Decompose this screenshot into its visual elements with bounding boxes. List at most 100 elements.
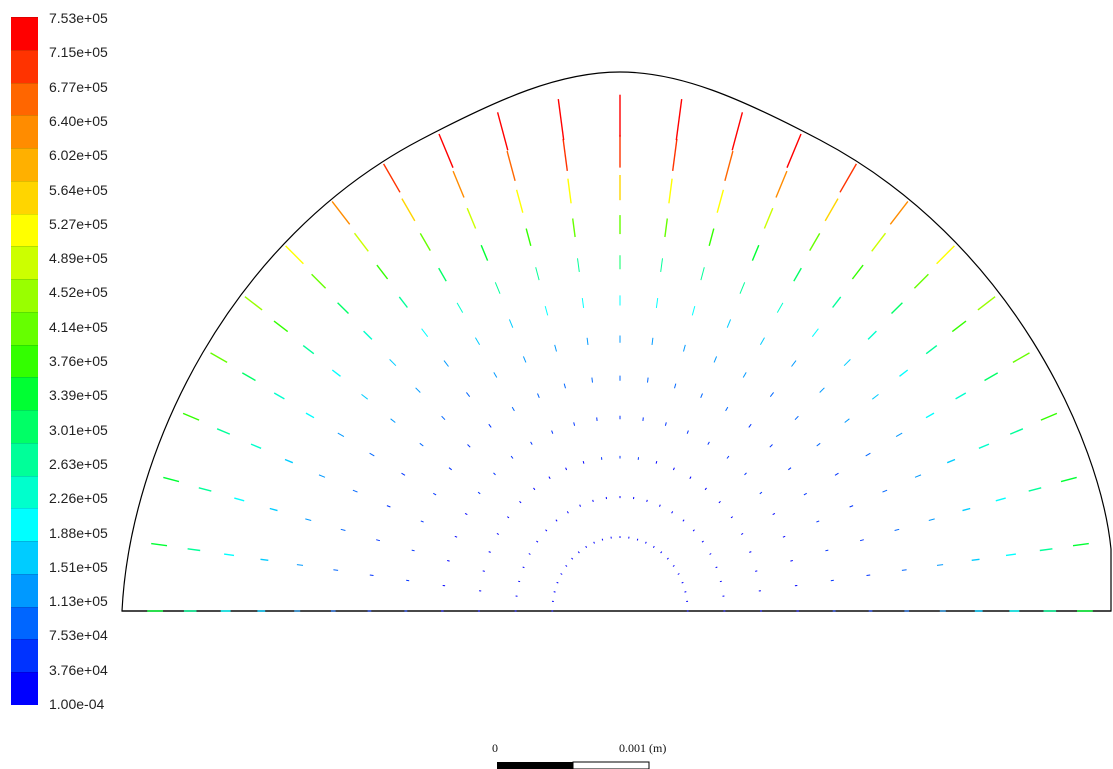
velocity-vector	[744, 472, 747, 476]
velocity-vector	[386, 505, 391, 508]
velocity-vector	[825, 549, 829, 552]
velocity-vector	[562, 138, 568, 171]
domain-boundary-arc	[121, 71, 1112, 612]
velocity-vector	[928, 518, 935, 521]
velocity-vector	[839, 163, 858, 193]
velocity-vector	[452, 170, 465, 198]
velocity-vector	[742, 372, 747, 378]
velocity-vector	[510, 455, 514, 459]
velocity-vector	[659, 504, 661, 507]
velocity-vector	[337, 432, 345, 438]
velocity-vector	[369, 452, 375, 457]
velocity-vector	[456, 302, 464, 313]
velocity-vector	[376, 539, 381, 542]
velocity-vector	[572, 218, 576, 238]
color-legend-swatch	[11, 17, 38, 50]
color-legend-label: 5.27e+05	[49, 215, 108, 232]
velocity-vector	[977, 296, 996, 311]
velocity-vector	[794, 415, 799, 421]
velocity-vector	[793, 267, 802, 282]
velocity-vector	[851, 264, 864, 280]
velocity-vector	[401, 472, 406, 476]
velocity-vector	[438, 133, 454, 168]
velocity-vector	[285, 245, 304, 265]
velocity-vector	[672, 467, 675, 471]
velocity-vector	[740, 532, 744, 535]
velocity-vector	[726, 455, 730, 459]
color-legend-label: 3.76e+04	[49, 661, 108, 678]
velocity-vector	[376, 264, 389, 280]
velocity-vector	[591, 377, 593, 383]
velocity-vector	[708, 228, 715, 246]
velocity-vector	[382, 163, 401, 193]
velocity-vector	[782, 535, 786, 538]
velocity-vector	[867, 330, 877, 340]
color-legend-swatch	[11, 377, 38, 411]
velocity-vector	[565, 467, 568, 471]
velocity-vector	[311, 273, 327, 289]
velocity-vector	[506, 150, 516, 181]
velocity-vector	[772, 512, 776, 516]
velocity-vector	[333, 569, 339, 571]
velocity-vector	[441, 415, 446, 421]
velocity-vector	[731, 112, 744, 151]
velocity-vector	[936, 564, 944, 566]
velocity-vector	[443, 360, 449, 367]
velocity-vector	[675, 99, 683, 141]
velocity-vector	[592, 499, 594, 503]
velocity-vector	[488, 551, 491, 553]
velocity-vector	[466, 392, 471, 398]
velocity-vector	[494, 282, 501, 294]
velocity-vector	[871, 394, 879, 400]
color-legend-label: 1.13e+05	[49, 593, 108, 610]
velocity-vector	[234, 497, 245, 502]
velocity-vector	[571, 557, 574, 560]
velocity-vector	[515, 189, 524, 213]
velocity-vector	[555, 519, 558, 522]
velocity-vector	[971, 558, 980, 561]
color-legend-label: 2.63e+05	[49, 455, 108, 472]
color-legend-label: 6.77e+05	[49, 78, 108, 95]
velocity-vector	[866, 574, 871, 576]
color-legend-swatch	[11, 311, 38, 345]
color-legend-label: 6.40e+05	[49, 112, 108, 129]
velocity-vector	[791, 360, 797, 367]
velocity-vector	[672, 138, 678, 171]
velocity-vector	[421, 328, 429, 338]
velocity-vector	[448, 467, 453, 471]
velocity-vector	[719, 580, 722, 583]
color-legend-label: 7.53e+04	[49, 627, 108, 644]
velocity-vector	[554, 344, 557, 352]
velocity-vector	[914, 474, 922, 478]
velocity-vector	[556, 581, 559, 584]
velocity-vector	[536, 540, 539, 543]
velocity-vector	[284, 458, 294, 464]
velocity-vector	[995, 497, 1006, 502]
velocity-vector	[689, 476, 692, 480]
velocity-vector	[824, 198, 839, 222]
velocity-vector	[273, 392, 285, 400]
velocity-vector	[759, 491, 763, 495]
velocity-vector	[636, 538, 639, 541]
color-legend	[11, 17, 38, 705]
velocity-vector	[755, 570, 758, 572]
velocity-vector	[871, 232, 887, 252]
velocity-vector	[816, 442, 821, 447]
velocity-vector	[1060, 476, 1077, 483]
velocity-vector	[352, 489, 358, 493]
velocity-vector	[891, 302, 903, 314]
velocity-vector	[716, 189, 725, 213]
velocity-vector	[769, 392, 774, 398]
velocity-vector	[834, 472, 839, 476]
color-legend-label: 2.26e+05	[49, 490, 108, 507]
color-legend-label: 4.14e+05	[49, 318, 108, 335]
velocity-vector	[488, 423, 492, 428]
velocity-vector	[759, 337, 765, 346]
velocity-vector	[692, 529, 695, 532]
velocity-vector	[763, 207, 774, 229]
scale-bar	[497, 761, 650, 769]
velocity-vector	[573, 422, 576, 426]
color-legend-swatch	[11, 672, 38, 705]
color-legend-swatch	[11, 279, 38, 312]
velocity-vector	[724, 150, 734, 181]
